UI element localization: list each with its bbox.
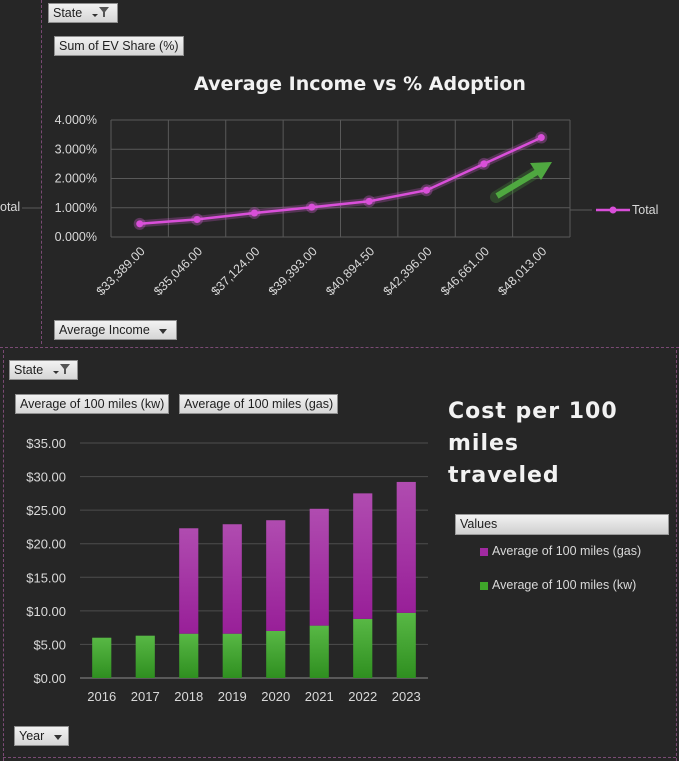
chart-title-cost: Cost per 100 miles traveled (448, 399, 618, 488)
chevron-down-icon (53, 728, 62, 746)
legend-label-kw: Average of 100 miles (kw) (492, 578, 637, 592)
bar-segment-gas (266, 520, 286, 631)
x-tick-label: 2017 (131, 689, 160, 704)
bar-segment-gas (309, 508, 329, 626)
bar-segment-kw (396, 612, 416, 678)
legend-values-header: Values (455, 514, 669, 535)
kw-value-button[interactable]: Average of 100 miles (kw) (15, 394, 170, 414)
x-tick-label: 2019 (218, 689, 247, 704)
gas-value-label: Average of 100 miles (gas) (184, 397, 334, 411)
panel-divider-horizontal (0, 347, 679, 348)
legend-label-total: Total (632, 203, 659, 217)
chart-title: Average Income vs % Adoption (194, 73, 526, 95)
bar-segment-kw (92, 637, 112, 678)
panel-border-left (3, 350, 4, 761)
y-tick-label: $5.00 (33, 637, 66, 652)
legend-label-gas: Average of 100 miles (gas) (492, 544, 642, 558)
data-point (193, 215, 201, 223)
bar-segment-gas (179, 528, 199, 634)
y-tick-label: $15.00 (26, 570, 66, 585)
y-tick-label: 1.000% (55, 201, 97, 215)
panel-border-bottom (3, 757, 676, 758)
average-income-axis-label: Average Income (59, 323, 150, 337)
x-tick-label: 2020 (261, 689, 290, 704)
y-tick-label: $25.00 (26, 503, 66, 518)
y-tick-label: $35.00 (26, 436, 66, 451)
bar-segment-gas (353, 493, 373, 619)
y-tick-label: 4.000% (55, 113, 97, 127)
series-line-total (139, 136, 542, 226)
chevron-down-icon (159, 322, 168, 340)
income-adoption-line-chart: 0.000%1.000%2.000%3.000%4.000%$33,389.00… (22, 113, 592, 298)
data-point (308, 203, 316, 211)
average-income-axis-button[interactable]: Average Income (54, 320, 177, 340)
panel-divider-vertical (41, 0, 42, 344)
state-filter-button-bottom[interactable]: State (9, 360, 78, 380)
state-filter-label: State (53, 6, 83, 20)
data-point (136, 220, 144, 228)
data-point (480, 160, 488, 168)
bar-segment-kw (353, 618, 373, 678)
data-point (423, 186, 431, 194)
state-filter-label-bottom: State (14, 363, 44, 377)
y-tick-label: $30.00 (26, 470, 66, 485)
bar-segment-kw (309, 625, 329, 678)
y-tick-label: $20.00 (26, 537, 66, 552)
y-tick-label: 0.000% (55, 230, 97, 244)
x-tick-label: 2016 (87, 689, 116, 704)
gridlines (80, 442, 428, 679)
kw-value-label: Average of 100 miles (kw) (20, 397, 165, 411)
x-tick-label: 2018 (174, 689, 203, 704)
bar-segment-kw (135, 635, 155, 678)
y-tick-label: $0.00 (33, 671, 66, 686)
bar-segment-kw (179, 633, 199, 678)
x-tick-label: 2022 (348, 689, 377, 704)
legend-line-swatch (596, 206, 630, 214)
data-point (250, 209, 258, 217)
panel-border-right (676, 350, 677, 761)
state-filter-button[interactable]: State (48, 3, 118, 23)
year-axis-button[interactable]: Year (14, 726, 69, 746)
year-axis-label: Year (19, 729, 45, 743)
y-tick-label: 2.000% (55, 172, 97, 186)
bar-segment-kw (222, 633, 242, 678)
legend-swatch-gas (480, 548, 488, 556)
y-tick-label: 3.000% (55, 142, 97, 156)
clipped-legend-label: otal (0, 200, 21, 214)
ev-share-value-label: Sum of EV Share (%) (59, 39, 179, 53)
data-point (537, 134, 545, 142)
bar-segment-gas (396, 481, 416, 613)
legend-swatch-kw (480, 582, 488, 590)
gridlines (110, 119, 571, 238)
x-tick-label: 2021 (305, 689, 334, 704)
gas-value-button[interactable]: Average of 100 miles (gas) (179, 394, 339, 414)
y-tick-label: $10.00 (26, 604, 66, 619)
bar-segment-kw (266, 631, 286, 678)
data-point (365, 197, 373, 205)
up-arrow-icon (490, 162, 552, 203)
bar-segment-gas (222, 524, 242, 634)
ev-share-value-button[interactable]: Sum of EV Share (%) (54, 36, 184, 56)
funnel-icon (52, 362, 71, 380)
x-tick-label: 2023 (392, 689, 421, 704)
funnel-icon (91, 5, 110, 23)
